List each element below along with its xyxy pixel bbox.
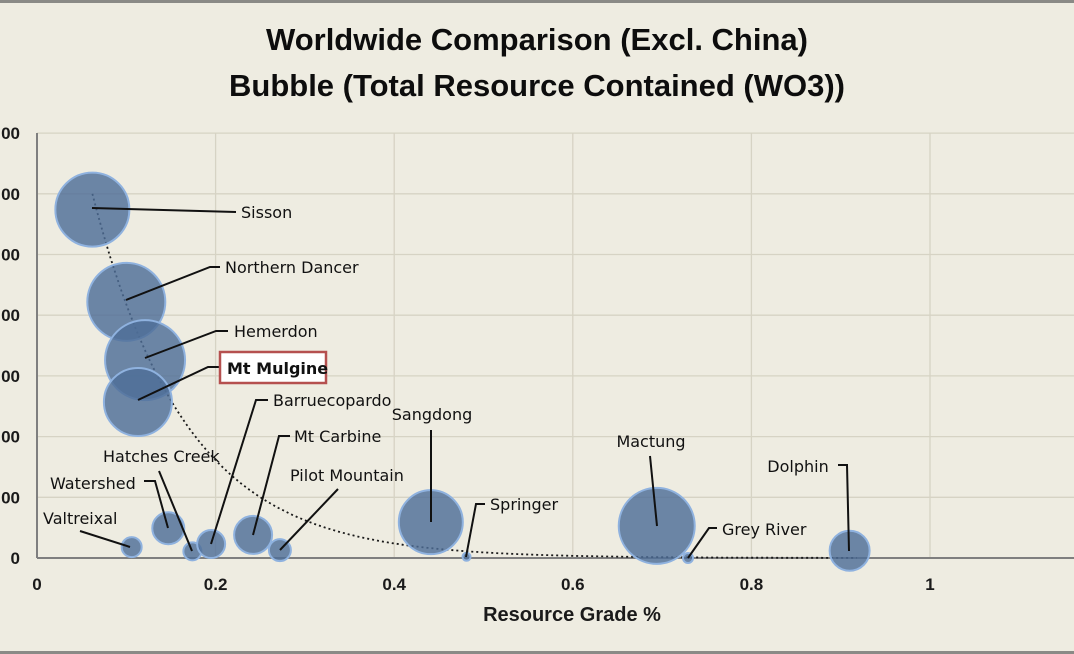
data-label-watershed: Watershed xyxy=(50,474,136,493)
x-axis-title: Resource Grade % xyxy=(483,604,661,626)
data-label-mactung: Mactung xyxy=(616,432,685,451)
data-label-sisson: Sisson xyxy=(241,203,292,222)
data-label-valtreixal: Valtreixal xyxy=(43,509,117,528)
leader-line-northern-dancer xyxy=(125,266,220,301)
chart-title: Worldwide Comparison (Excl. China) xyxy=(266,22,808,57)
x-tick-label: 0.6 xyxy=(561,575,585,594)
data-label-dolphin: Dolphin xyxy=(767,457,828,476)
chart-titles: Worldwide Comparison (Excl. China) Bubbl… xyxy=(229,22,845,103)
bubble-mt-mulgine xyxy=(102,367,173,438)
y-tick-label: 00 xyxy=(1,306,20,325)
leader-line-mt-carbine xyxy=(252,435,290,536)
data-label-mt-carbine: Mt Carbine xyxy=(294,427,381,446)
data-label-barruecopardo: Barruecopardo xyxy=(273,391,391,410)
y-tick-label: 00 xyxy=(1,367,20,386)
y-tick-label: 0 xyxy=(11,549,20,568)
gridlines xyxy=(37,132,1074,558)
leader-line-mactung xyxy=(649,455,658,527)
data-label-mt-mulgine: Mt Mulgine xyxy=(227,359,328,378)
x-tick-label: 0.2 xyxy=(204,575,228,594)
bubbles xyxy=(54,171,871,572)
bubble-valtreixal xyxy=(120,536,143,559)
data-label-hemerdon: Hemerdon xyxy=(234,322,318,341)
x-tick-label: 0.4 xyxy=(382,575,406,594)
y-tick-label: 00 xyxy=(1,185,20,204)
bottom-border xyxy=(0,651,1074,654)
y-tick-label: 00 xyxy=(1,428,20,447)
data-label-hatches-creek: Hatches Creek xyxy=(103,447,220,466)
data-label-sangdong: Sangdong xyxy=(392,405,473,424)
leader-line-watershed xyxy=(144,480,169,529)
chart-subtitle: Bubble (Total Resource Contained (WO3)) xyxy=(229,68,845,103)
y-tick-label: 00 xyxy=(1,246,20,265)
x-tick-label: 0.8 xyxy=(740,575,764,594)
y-tick-label: 00 xyxy=(1,124,20,143)
y-tick-label: 00 xyxy=(1,488,20,507)
data-label-grey-river: Grey River xyxy=(722,520,807,539)
leader-line-sisson xyxy=(91,207,237,213)
leader-line-grey-river xyxy=(687,527,717,559)
leader-line-dolphin xyxy=(838,464,850,552)
top-border xyxy=(0,0,1074,3)
bubble-watershed xyxy=(151,511,186,546)
leader-line-valtreixal xyxy=(79,530,131,548)
leader-line-hemerdon xyxy=(144,330,228,359)
leader-line-barruecopardo xyxy=(210,399,268,545)
data-label-pilot-mountain: Pilot Mountain xyxy=(290,466,404,485)
leader-line-hatches-creek xyxy=(158,470,193,552)
data-labels: Sisson Northern Dancer Hemerdon Mt Mulgine V… xyxy=(43,203,850,559)
leader-line-mt-mulgine xyxy=(137,366,220,401)
highlight-box xyxy=(218,350,328,385)
leader-line-springer xyxy=(465,503,485,558)
data-label-springer: Springer xyxy=(490,495,558,514)
leader-line-pilot-mountain xyxy=(279,488,339,551)
x-tick-label: 0 xyxy=(32,575,41,594)
data-label-northern-dancer: Northern Dancer xyxy=(225,258,359,277)
x-tick-label: 1 xyxy=(925,575,934,594)
